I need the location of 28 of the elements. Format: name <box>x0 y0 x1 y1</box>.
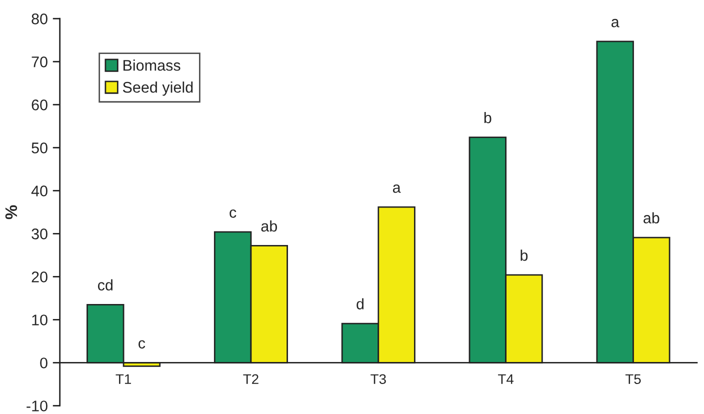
data-label: b <box>484 112 492 124</box>
y-tick-label: -10 <box>26 400 48 412</box>
data-label: c <box>138 340 146 349</box>
x-tick-label: T1 <box>116 374 131 384</box>
data-label: ab <box>644 212 660 224</box>
legend-label: Seed yield <box>122 82 193 96</box>
data-label: a <box>392 184 401 193</box>
data-label: d <box>356 298 364 310</box>
x-tick-label: T4 <box>498 374 514 384</box>
data-label: cd <box>98 279 112 291</box>
y-tick-label: 60 <box>32 100 48 110</box>
data-label: a <box>611 18 620 28</box>
y-tick-label: 20 <box>32 272 48 282</box>
y-tick-label: 50 <box>32 142 48 154</box>
data-label: c <box>230 209 236 218</box>
y-tick-label: 10 <box>32 314 48 326</box>
x-tick-label: T2 <box>243 374 258 384</box>
y-tick-label: 70 <box>32 56 48 68</box>
x-tick-label: T5 <box>625 374 641 384</box>
y-tick-label: 80 <box>32 14 48 24</box>
y-tick-label: 0 <box>40 358 48 368</box>
data-label: ab <box>261 220 277 232</box>
y-tick-label: 40 <box>31 186 48 196</box>
y-tick-label: 30 <box>32 228 48 240</box>
y-axis-title: % <box>5 205 18 220</box>
legend-label: Biomass <box>124 60 180 71</box>
data-label: b <box>520 250 528 261</box>
x-tick-label: T3 <box>370 374 386 384</box>
